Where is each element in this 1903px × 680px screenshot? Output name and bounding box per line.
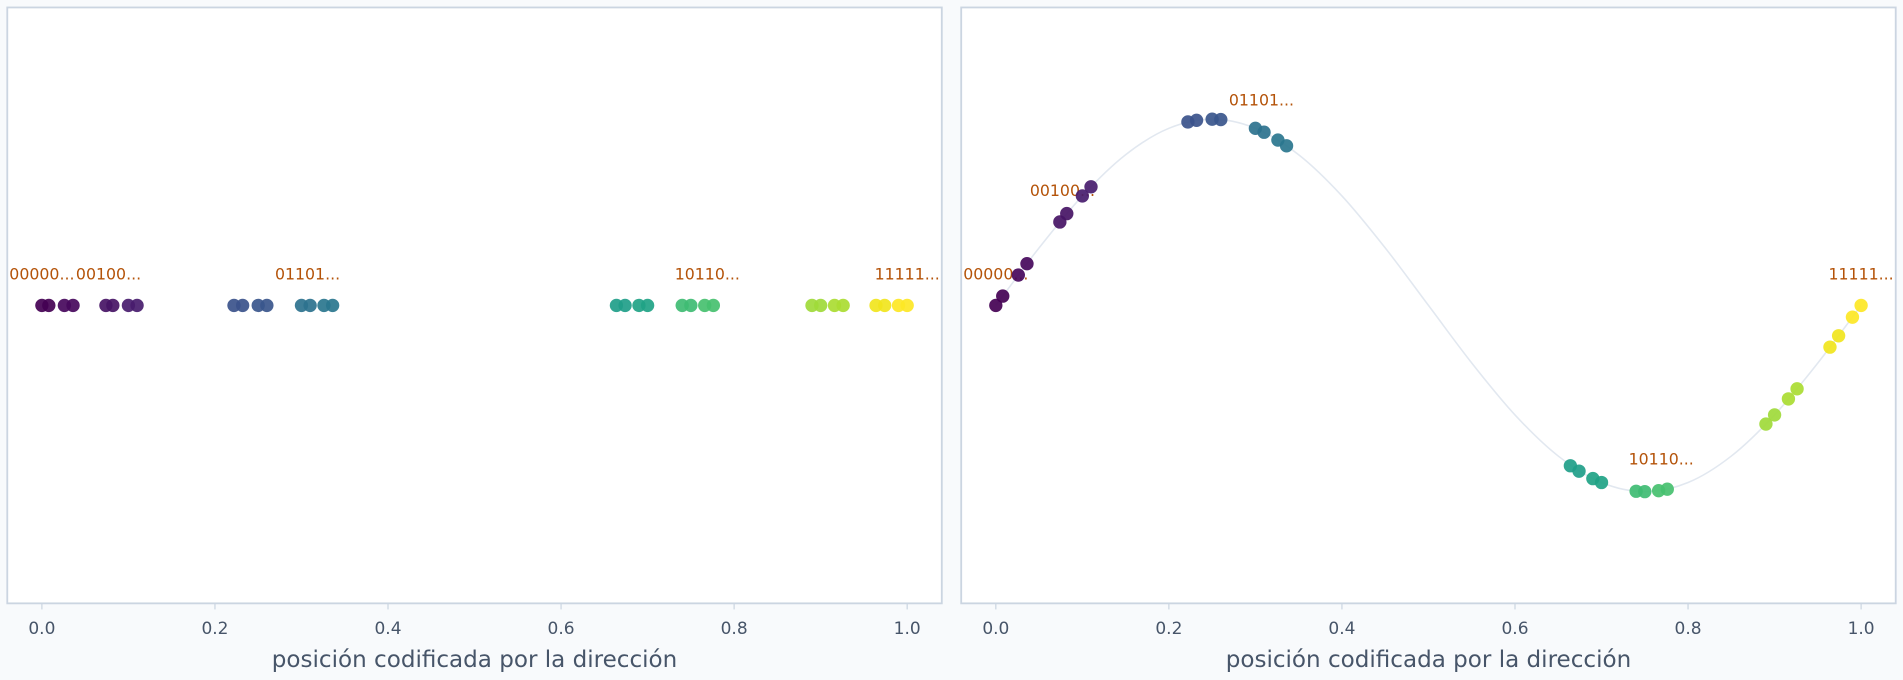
point — [66, 298, 80, 313]
x-axis-label: posición codificada por la dirección — [1226, 647, 1631, 673]
point — [42, 298, 56, 313]
x-tick-label: 0.2 — [1155, 619, 1182, 639]
x-tick-label: 0.4 — [374, 619, 401, 639]
annotation: 00000... — [9, 265, 74, 284]
point — [1781, 392, 1796, 406]
annotation: 11111... — [1829, 265, 1894, 284]
point — [1084, 180, 1098, 194]
point — [878, 298, 892, 313]
point — [1638, 484, 1652, 499]
point — [1594, 475, 1609, 490]
point — [1759, 417, 1773, 431]
x-tick-label: 0.4 — [1328, 619, 1355, 639]
annotation: 00100... — [76, 265, 141, 284]
point — [1075, 189, 1090, 203]
point — [640, 298, 655, 313]
x-tick-label: 0.6 — [548, 619, 575, 639]
x-tick-label: 1.0 — [1848, 619, 1875, 639]
point — [684, 298, 698, 313]
point — [1020, 257, 1034, 271]
x-tick-label: 0.2 — [201, 619, 228, 639]
annotation: 11111... — [875, 265, 940, 284]
annotation: 10110... — [1629, 449, 1694, 468]
x-tick-label: 0.6 — [1501, 619, 1528, 639]
point — [1011, 268, 1025, 282]
reference-curve — [995, 118, 1862, 493]
point — [1060, 206, 1074, 221]
point — [1823, 340, 1837, 354]
point — [235, 298, 250, 313]
point — [989, 298, 1003, 313]
annotation: 01101... — [1229, 90, 1294, 109]
point — [900, 298, 914, 313]
point — [130, 298, 144, 313]
point — [813, 298, 828, 313]
point — [1572, 464, 1586, 478]
x-tick-label: 0.0 — [982, 619, 1009, 639]
point — [1767, 408, 1782, 422]
point — [1831, 329, 1846, 343]
point — [1189, 113, 1204, 127]
point — [325, 298, 340, 313]
point — [1845, 310, 1860, 324]
x-axis-label: posición codificada por la dirección — [272, 647, 677, 673]
annotation: 01101... — [275, 265, 340, 284]
point — [1214, 112, 1228, 127]
x-tick-label: 0.0 — [28, 619, 55, 639]
x-tick-label: 0.8 — [1675, 619, 1702, 639]
x-tick-label: 1.0 — [894, 619, 921, 639]
point — [618, 298, 632, 313]
point — [1257, 125, 1271, 139]
point — [996, 289, 1010, 303]
point — [303, 298, 317, 313]
point — [1279, 139, 1294, 153]
point — [260, 298, 274, 313]
annotation: 00000... — [963, 265, 1028, 284]
point — [836, 298, 850, 313]
x-tick-label: 0.8 — [721, 619, 748, 639]
point — [1854, 298, 1868, 313]
annotation: 10110... — [675, 265, 740, 284]
point — [106, 298, 120, 313]
point — [1660, 482, 1674, 496]
plot-area — [6, 6, 943, 605]
point — [706, 298, 721, 313]
point — [1790, 382, 1804, 396]
